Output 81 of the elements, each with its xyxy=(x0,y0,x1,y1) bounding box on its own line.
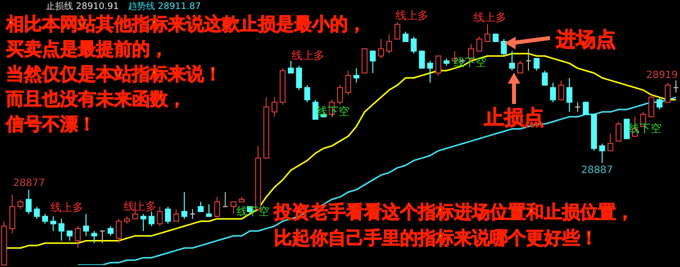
candlestick xyxy=(108,226,114,236)
candlestick xyxy=(18,198,24,210)
candlestick xyxy=(484,24,490,42)
annotation: 相比本网站其他指标来说这款止损是最小的， xyxy=(5,14,366,35)
candlestick xyxy=(91,230,98,244)
annotation: 线上多 xyxy=(292,49,324,62)
annotation: 28877 xyxy=(13,178,45,189)
candlestick xyxy=(616,121,622,142)
candlestick xyxy=(517,60,524,74)
candlestick xyxy=(370,50,376,74)
candlestick xyxy=(558,80,564,100)
candlestick xyxy=(337,84,343,106)
candlestick xyxy=(190,208,196,220)
candlestick xyxy=(542,70,548,86)
candlestick xyxy=(402,31,408,42)
candlestick xyxy=(312,99,318,120)
annotation: 而且也没有未来函数， xyxy=(5,89,186,110)
annotation: 28919 xyxy=(646,70,678,81)
candlestick xyxy=(353,68,360,84)
annotation: 线下空 xyxy=(236,205,270,218)
candlestick xyxy=(58,218,64,242)
candlestick xyxy=(574,102,581,112)
candlestick xyxy=(435,56,442,76)
candlestick xyxy=(222,192,228,208)
candlestick xyxy=(664,82,671,103)
candlestick xyxy=(288,60,294,74)
candlestick xyxy=(206,204,212,217)
text: 趋势线 28911.87 xyxy=(128,1,201,12)
candlestick xyxy=(181,192,188,220)
candlestick xyxy=(148,211,155,227)
candlestick xyxy=(525,48,532,72)
candlestick xyxy=(26,189,32,214)
candlestick xyxy=(386,34,392,54)
candlestick xyxy=(173,208,180,222)
annotation: 买卖点是最提前的， xyxy=(6,39,168,60)
candlestick xyxy=(607,133,614,152)
annotation: 进场点 xyxy=(555,27,616,51)
annotation: 止损点 xyxy=(483,105,544,129)
annotation: 当然仅仅是本站指标来说！ xyxy=(6,64,222,85)
candlestick xyxy=(214,196,220,220)
candlestick xyxy=(42,213,48,224)
candlestick xyxy=(156,206,163,227)
candlestick xyxy=(534,58,540,72)
candlestick xyxy=(34,206,40,220)
candlestick xyxy=(66,230,73,242)
candlestick xyxy=(230,201,236,214)
text: 止损线 28910.91 xyxy=(46,1,119,12)
candlestick xyxy=(410,36,417,54)
candlestick xyxy=(550,82,556,103)
candlestick xyxy=(304,84,310,103)
candlestick xyxy=(140,213,146,232)
candlestick xyxy=(198,201,204,212)
candlestick xyxy=(656,96,662,110)
candlestick xyxy=(500,38,507,57)
candlestick xyxy=(272,96,278,118)
annotation: 比起你自己手里的指标来说哪个更好些！ xyxy=(274,228,598,249)
candlestick xyxy=(74,226,81,248)
candlestick xyxy=(566,77,572,112)
annotation: 线上多 xyxy=(396,9,428,22)
annotation: 28887 xyxy=(581,165,613,176)
candlestick xyxy=(99,230,106,244)
annotation: 信号不漂！ xyxy=(5,114,96,135)
candlestick xyxy=(427,60,434,84)
candlestick xyxy=(599,143,606,164)
candlestick xyxy=(476,36,482,52)
candlestick xyxy=(672,80,679,93)
candlestick xyxy=(418,50,425,69)
candlestick xyxy=(9,194,16,234)
candlestick xyxy=(378,38,384,59)
candlestick xyxy=(582,102,589,115)
candlestick xyxy=(345,70,352,96)
candlestick xyxy=(296,65,302,91)
annotation: 线上多 xyxy=(50,201,84,214)
candlestick xyxy=(624,118,630,140)
annotation: 线上多 xyxy=(474,11,506,24)
candlestick xyxy=(648,94,654,118)
candlestick xyxy=(164,206,171,224)
candlestick xyxy=(394,22,400,40)
candlestick xyxy=(116,218,122,244)
candlestick xyxy=(509,50,516,72)
candlestick xyxy=(83,213,89,236)
